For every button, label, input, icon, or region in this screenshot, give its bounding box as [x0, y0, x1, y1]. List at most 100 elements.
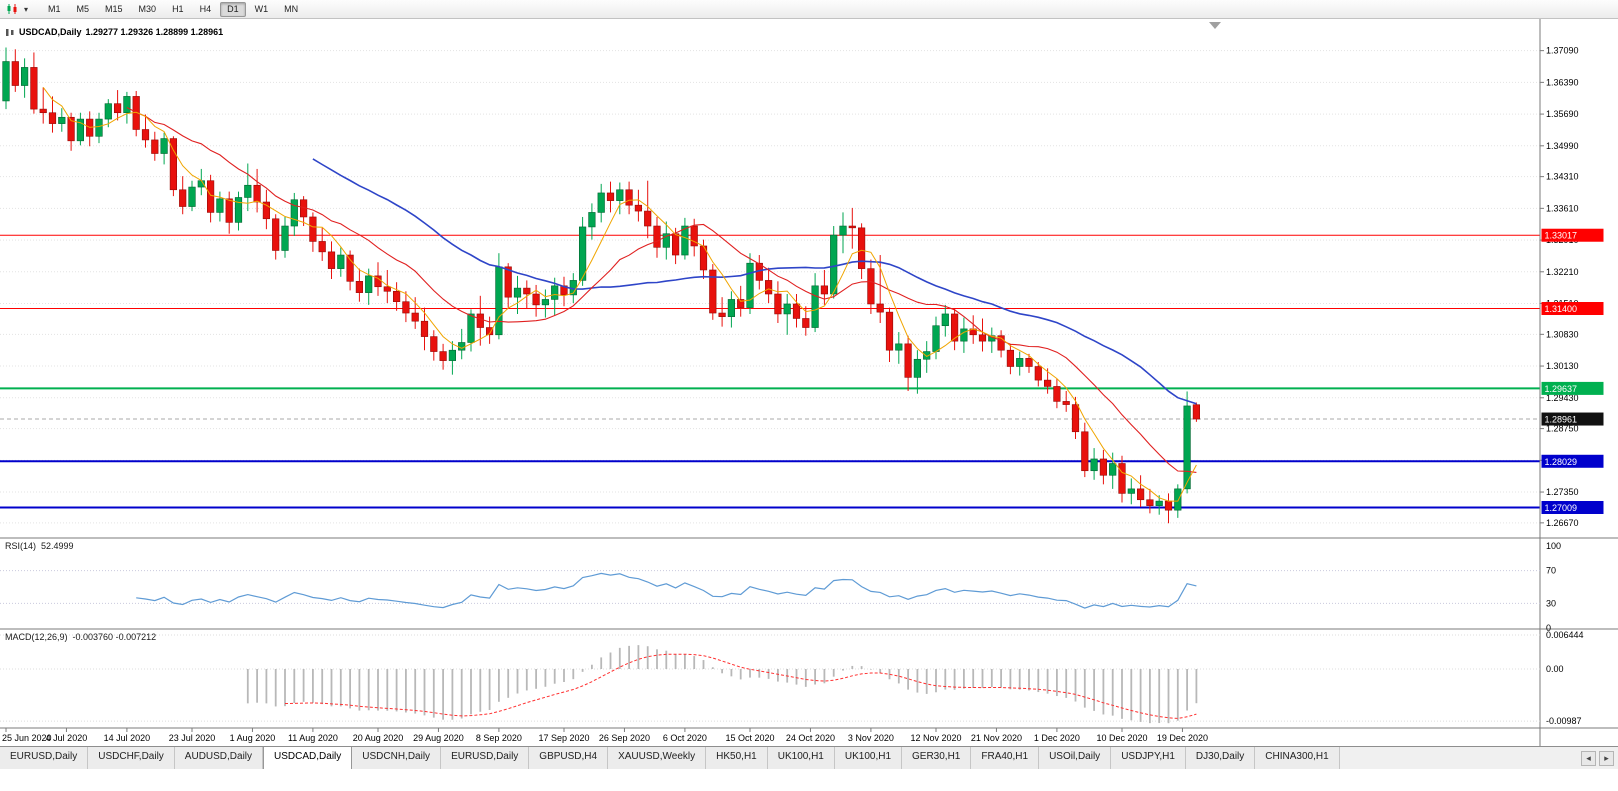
chart-tab-audusd-daily[interactable]: AUDUSD,Daily — [174, 747, 264, 769]
chart-tab-usdcad-daily[interactable]: USDCAD,Daily — [263, 747, 353, 769]
svg-text:1.27009: 1.27009 — [1545, 503, 1578, 513]
rsi-value: 52.4999 — [41, 541, 74, 551]
timeframe-button-w1[interactable]: W1 — [254, 3, 269, 14]
chart-tab-china300-h1[interactable]: CHINA300,H1 — [1255, 747, 1340, 769]
symbol-candle-icon — [6, 28, 14, 36]
chart-tab-gbpusd-h4[interactable]: GBPUSD,H4 — [529, 747, 609, 769]
price-axis[interactable]: 1.37090 1.36390 1.35690 1.34990 1.34310 1.336… — [1540, 46, 1604, 528]
candlestick-series — [2, 47, 1200, 524]
svg-text:0.006444: 0.006444 — [1546, 630, 1584, 640]
tab-scroll-arrows: ◂ ▸ — [1577, 747, 1618, 769]
svg-text:-0.00987: -0.00987 — [1546, 716, 1582, 726]
svg-text:15 Oct 2020: 15 Oct 2020 — [725, 733, 774, 743]
timeframe-button-h4[interactable]: H4 — [199, 3, 212, 14]
chart-tabs: EURUSD,Daily USDCHF,Daily AUDUSD,Daily USDC… — [0, 747, 1340, 769]
chart-tab-uk100-h1[interactable]: UK100,H1 — [767, 747, 835, 769]
svg-text:1.27350: 1.27350 — [1546, 487, 1579, 497]
tab-scroll-right-icon[interactable]: ▸ — [1599, 750, 1614, 766]
chart-tab-xauusd-weekly[interactable]: XAUUSD,Weekly — [608, 747, 707, 769]
svg-text:1.28961: 1.28961 — [1545, 415, 1578, 425]
chart-tab-usdchf-daily[interactable]: USDCHF,Daily — [88, 747, 175, 769]
svg-text:21 Nov 2020: 21 Nov 2020 — [971, 733, 1022, 743]
candlestick-chart-icon-svg — [7, 4, 17, 14]
svg-text:1.33610: 1.33610 — [1546, 203, 1579, 213]
svg-text:1.32210: 1.32210 — [1546, 267, 1579, 277]
timeframe-button-d1[interactable]: D1 — [220, 1, 246, 17]
svg-text:1.34990: 1.34990 — [1546, 141, 1579, 151]
timeframe-button-m15[interactable]: M15 — [105, 3, 123, 14]
svg-text:29 Aug 2020: 29 Aug 2020 — [413, 733, 464, 743]
timeframe-button-m30[interactable]: M30 — [138, 3, 157, 14]
svg-text:1.29430: 1.29430 — [1546, 393, 1579, 403]
chart-canvas[interactable]: 1.37090 1.36390 1.35690 1.34990 1.34310 1.336… — [0, 19, 1618, 746]
timeframe-button-m5[interactable]: M5 — [76, 3, 90, 14]
horizontal-lines[interactable] — [0, 234, 1540, 509]
candlestick-chart-icon[interactable] — [4, 2, 20, 16]
timeframe-button-m1[interactable]: M1 — [48, 3, 61, 14]
svg-text:23 Jul 2020: 23 Jul 2020 — [169, 733, 216, 743]
macd-panel: 0.006444 0.00 -0.00987 — [0, 630, 1584, 726]
svg-text:12 Nov 2020: 12 Nov 2020 — [910, 733, 961, 743]
svg-text:1.26670: 1.26670 — [1546, 518, 1579, 528]
macd-name: MACD(12,26,9) — [5, 632, 68, 642]
chart-tab-dj30-daily[interactable]: DJ30,Daily — [1185, 747, 1256, 769]
svg-text:26 Sep 2020: 26 Sep 2020 — [599, 733, 650, 743]
svg-text:70: 70 — [1546, 566, 1556, 576]
chart-tab-eurusd-daily[interactable]: EURUSD,Daily — [441, 747, 530, 769]
svg-text:1 Dec 2020: 1 Dec 2020 — [1034, 733, 1080, 743]
timeframe-group: M1 M5 M15 M30 H1 H4 D1 W1 MN — [40, 1, 306, 17]
chart-tab-ger30-h1[interactable]: GER30,H1 — [902, 747, 972, 769]
svg-text:100: 100 — [1546, 541, 1561, 551]
chart-type-dropdown-icon[interactable]: ▾ — [23, 4, 28, 14]
chart-tab-eurusd-daily[interactable]: EURUSD,Daily — [0, 747, 89, 769]
chart-tab-usdjpy-h1[interactable]: USDJPY,H1 — [1111, 747, 1186, 769]
chart-tab-fra40-h1[interactable]: FRA40,H1 — [971, 747, 1040, 769]
svg-text:25 Jun 2020: 25 Jun 2020 — [2, 733, 52, 743]
svg-text:1.34310: 1.34310 — [1546, 172, 1579, 182]
chart-canvas-host: 1.37090 1.36390 1.35690 1.34990 1.34310 1.336… — [0, 19, 1618, 751]
tab-scroll-left-icon[interactable]: ◂ — [1581, 750, 1596, 766]
svg-text:17 Sep 2020: 17 Sep 2020 — [538, 733, 589, 743]
svg-text:11 Aug 2020: 11 Aug 2020 — [288, 733, 338, 743]
moving-averages — [42, 87, 1197, 502]
timeframe-button-mn[interactable]: MN — [284, 3, 299, 14]
svg-text:14 Jul 2020: 14 Jul 2020 — [104, 733, 151, 743]
chart-symbol-header: USDCAD,Daily 1.29277 1.29326 1.28899 1.2… — [5, 27, 223, 37]
svg-text:1.37090: 1.37090 — [1546, 46, 1579, 56]
macd-values: -0.003760 -0.007212 — [72, 632, 157, 642]
macd-label: MACD(12,26,9) -0.003760 -0.007212 — [5, 632, 156, 642]
ohlc-readout: 1.29277 1.29326 1.28899 1.28961 — [85, 27, 224, 37]
rsi-label: RSI(14) 52.4999 — [5, 541, 74, 551]
svg-text:0: 0 — [1546, 623, 1551, 633]
svg-text:1.31400: 1.31400 — [1545, 304, 1578, 314]
svg-text:30: 30 — [1546, 598, 1556, 608]
chart-tab-hk50-h1[interactable]: HK50,H1 — [706, 747, 768, 769]
chart-area: 1.37090 1.36390 1.35690 1.34990 1.34310 1.336… — [0, 19, 1618, 746]
svg-text:10 Dec 2020: 10 Dec 2020 — [1096, 733, 1147, 743]
svg-text:1.28750: 1.28750 — [1546, 424, 1579, 434]
chart-tab-usoil-daily[interactable]: USOil,Daily — [1039, 747, 1112, 769]
svg-text:19 Dec 2020: 19 Dec 2020 — [1157, 733, 1208, 743]
svg-text:1.28029: 1.28029 — [1545, 457, 1578, 467]
chart-tab-uk100-h1[interactable]: UK100,H1 — [834, 747, 903, 769]
svg-text:1.35690: 1.35690 — [1546, 109, 1579, 119]
svg-text:6 Oct 2020: 6 Oct 2020 — [663, 733, 707, 743]
svg-text:1.33017: 1.33017 — [1545, 231, 1578, 241]
svg-text:1.30130: 1.30130 — [1546, 361, 1579, 371]
svg-text:8 Sep 2020: 8 Sep 2020 — [476, 733, 522, 743]
symbol-name: USDCAD,Daily — [19, 27, 82, 37]
toolbar: ▾ M1 M5 M15 M30 H1 H4 D1 W1 MN — [0, 0, 1618, 19]
svg-text:20 Aug 2020: 20 Aug 2020 — [353, 733, 404, 743]
svg-text:0.00: 0.00 — [1546, 664, 1564, 674]
chart-tab-usdcnh-daily[interactable]: USDCNH,Daily — [352, 747, 442, 769]
svg-text:1.29637: 1.29637 — [1545, 384, 1578, 394]
chart-tabbar: EURUSD,Daily USDCHF,Daily AUDUSD,Daily USDC… — [0, 746, 1618, 769]
svg-text:3 Nov 2020: 3 Nov 2020 — [848, 733, 894, 743]
rsi-name: RSI(14) — [5, 541, 37, 551]
svg-text:4 Jul 2020: 4 Jul 2020 — [46, 733, 88, 743]
svg-text:1 Aug 2020: 1 Aug 2020 — [230, 733, 276, 743]
svg-text:24 Oct 2020: 24 Oct 2020 — [786, 733, 835, 743]
timeframe-button-h1[interactable]: H1 — [172, 3, 184, 14]
chart-shift-marker-icon[interactable] — [1209, 22, 1221, 29]
